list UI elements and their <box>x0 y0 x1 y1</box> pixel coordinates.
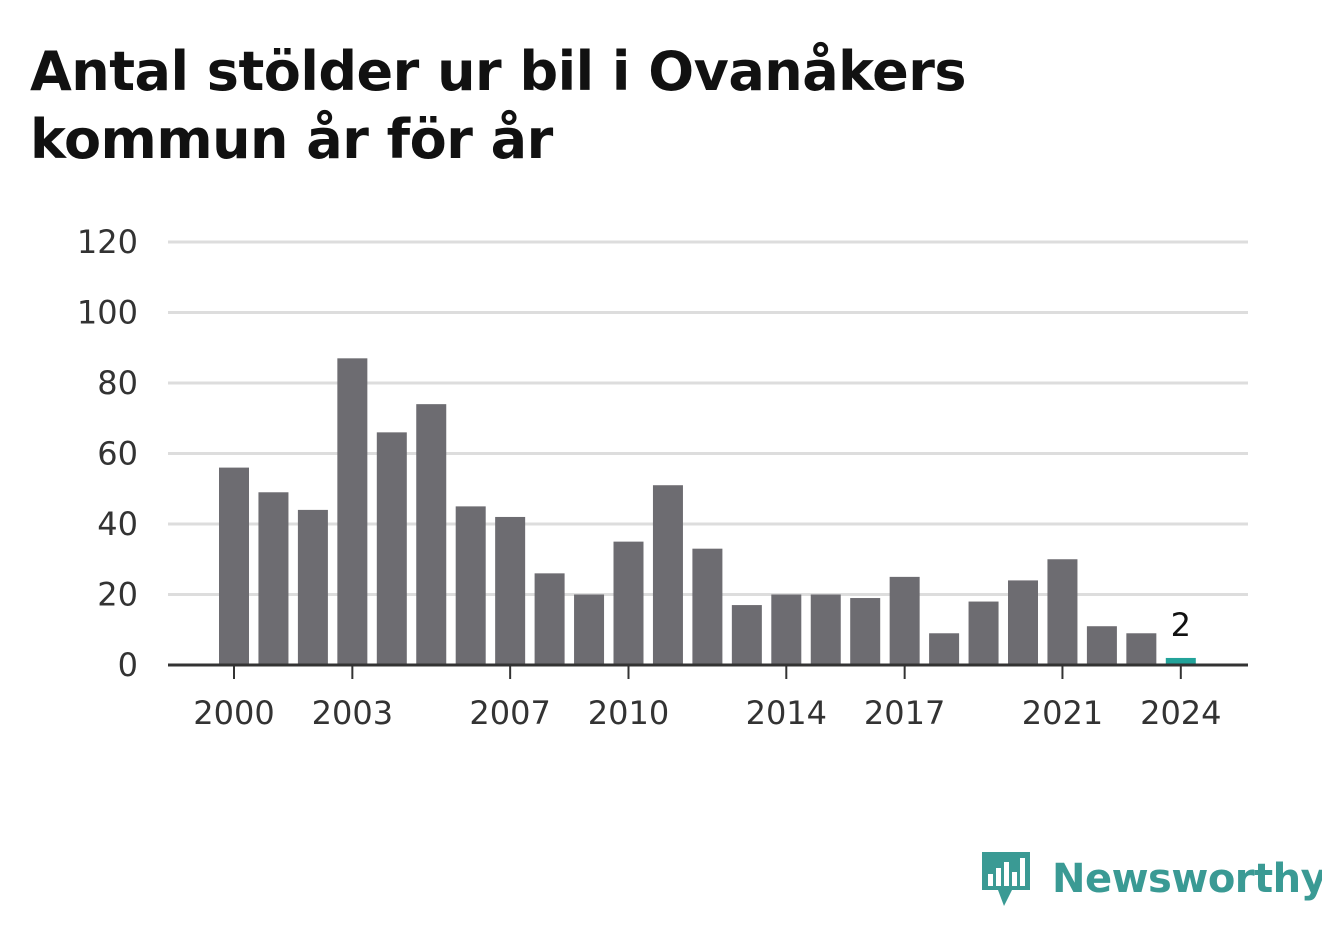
bar-2019 <box>968 601 999 665</box>
brand-name: Newsworthy <box>1052 856 1322 902</box>
x-tick-label: 2000 <box>193 694 274 732</box>
bar-2024 <box>1165 657 1196 665</box>
bar-2015 <box>810 594 841 665</box>
y-tick-label: 100 <box>77 294 138 332</box>
y-tick-label: 40 <box>97 505 138 543</box>
y-tick-label: 20 <box>97 576 138 614</box>
bar-2022 <box>1086 626 1117 665</box>
chart-title: Antal stölder ur bil i Ovanåkers kommun … <box>30 40 967 171</box>
bar-2003 <box>337 358 368 665</box>
x-tick-label: 2017 <box>864 694 945 732</box>
bar-2012 <box>692 548 723 665</box>
data-labels: 2 <box>1171 606 1191 644</box>
x-axis: 2000 2003 2007 2010 2014 2017 2021 2024 <box>168 663 1248 732</box>
y-tick-label: 0 <box>118 646 138 684</box>
bar-2017 <box>889 576 920 665</box>
bar-2007 <box>495 516 526 665</box>
x-tick-label: 2007 <box>469 694 550 732</box>
bar-2018 <box>929 633 960 665</box>
x-tick-label: 2024 <box>1140 694 1221 732</box>
bar-2000 <box>219 467 249 665</box>
y-tick-label: 120 <box>77 223 138 261</box>
data-label: 2 <box>1171 606 1191 644</box>
gridlines <box>168 240 1248 596</box>
bar-2016 <box>850 598 881 665</box>
bar-2023 <box>1126 633 1157 665</box>
x-tick-label: 2010 <box>588 694 669 732</box>
bar-2011 <box>652 485 683 665</box>
newsworthy-logo-icon <box>982 852 1030 906</box>
newsworthy-logo: Newsworthy <box>980 848 1322 910</box>
bar-2010 <box>613 541 644 665</box>
bar-2021 <box>1047 559 1078 665</box>
bar-2020 <box>1008 580 1038 665</box>
bar-2004 <box>376 432 407 665</box>
bar-2009 <box>574 594 605 665</box>
bar-2008 <box>534 573 565 665</box>
x-tick-label: 2003 <box>312 694 393 732</box>
y-tick-label: 80 <box>97 364 138 402</box>
x-tick-label: 2014 <box>746 694 827 732</box>
bar-2014 <box>771 594 802 665</box>
y-tick-label: 60 <box>97 435 138 473</box>
bar-2005 <box>416 404 447 665</box>
bar-2001 <box>258 492 289 665</box>
bar-2006 <box>455 506 486 665</box>
y-axis-ticks: 0 20 40 60 80 100 120 <box>77 223 138 684</box>
bars <box>219 358 1196 665</box>
bar-2013 <box>731 605 762 665</box>
bar-2002 <box>297 509 328 665</box>
x-tick-label: 2021 <box>1022 694 1103 732</box>
